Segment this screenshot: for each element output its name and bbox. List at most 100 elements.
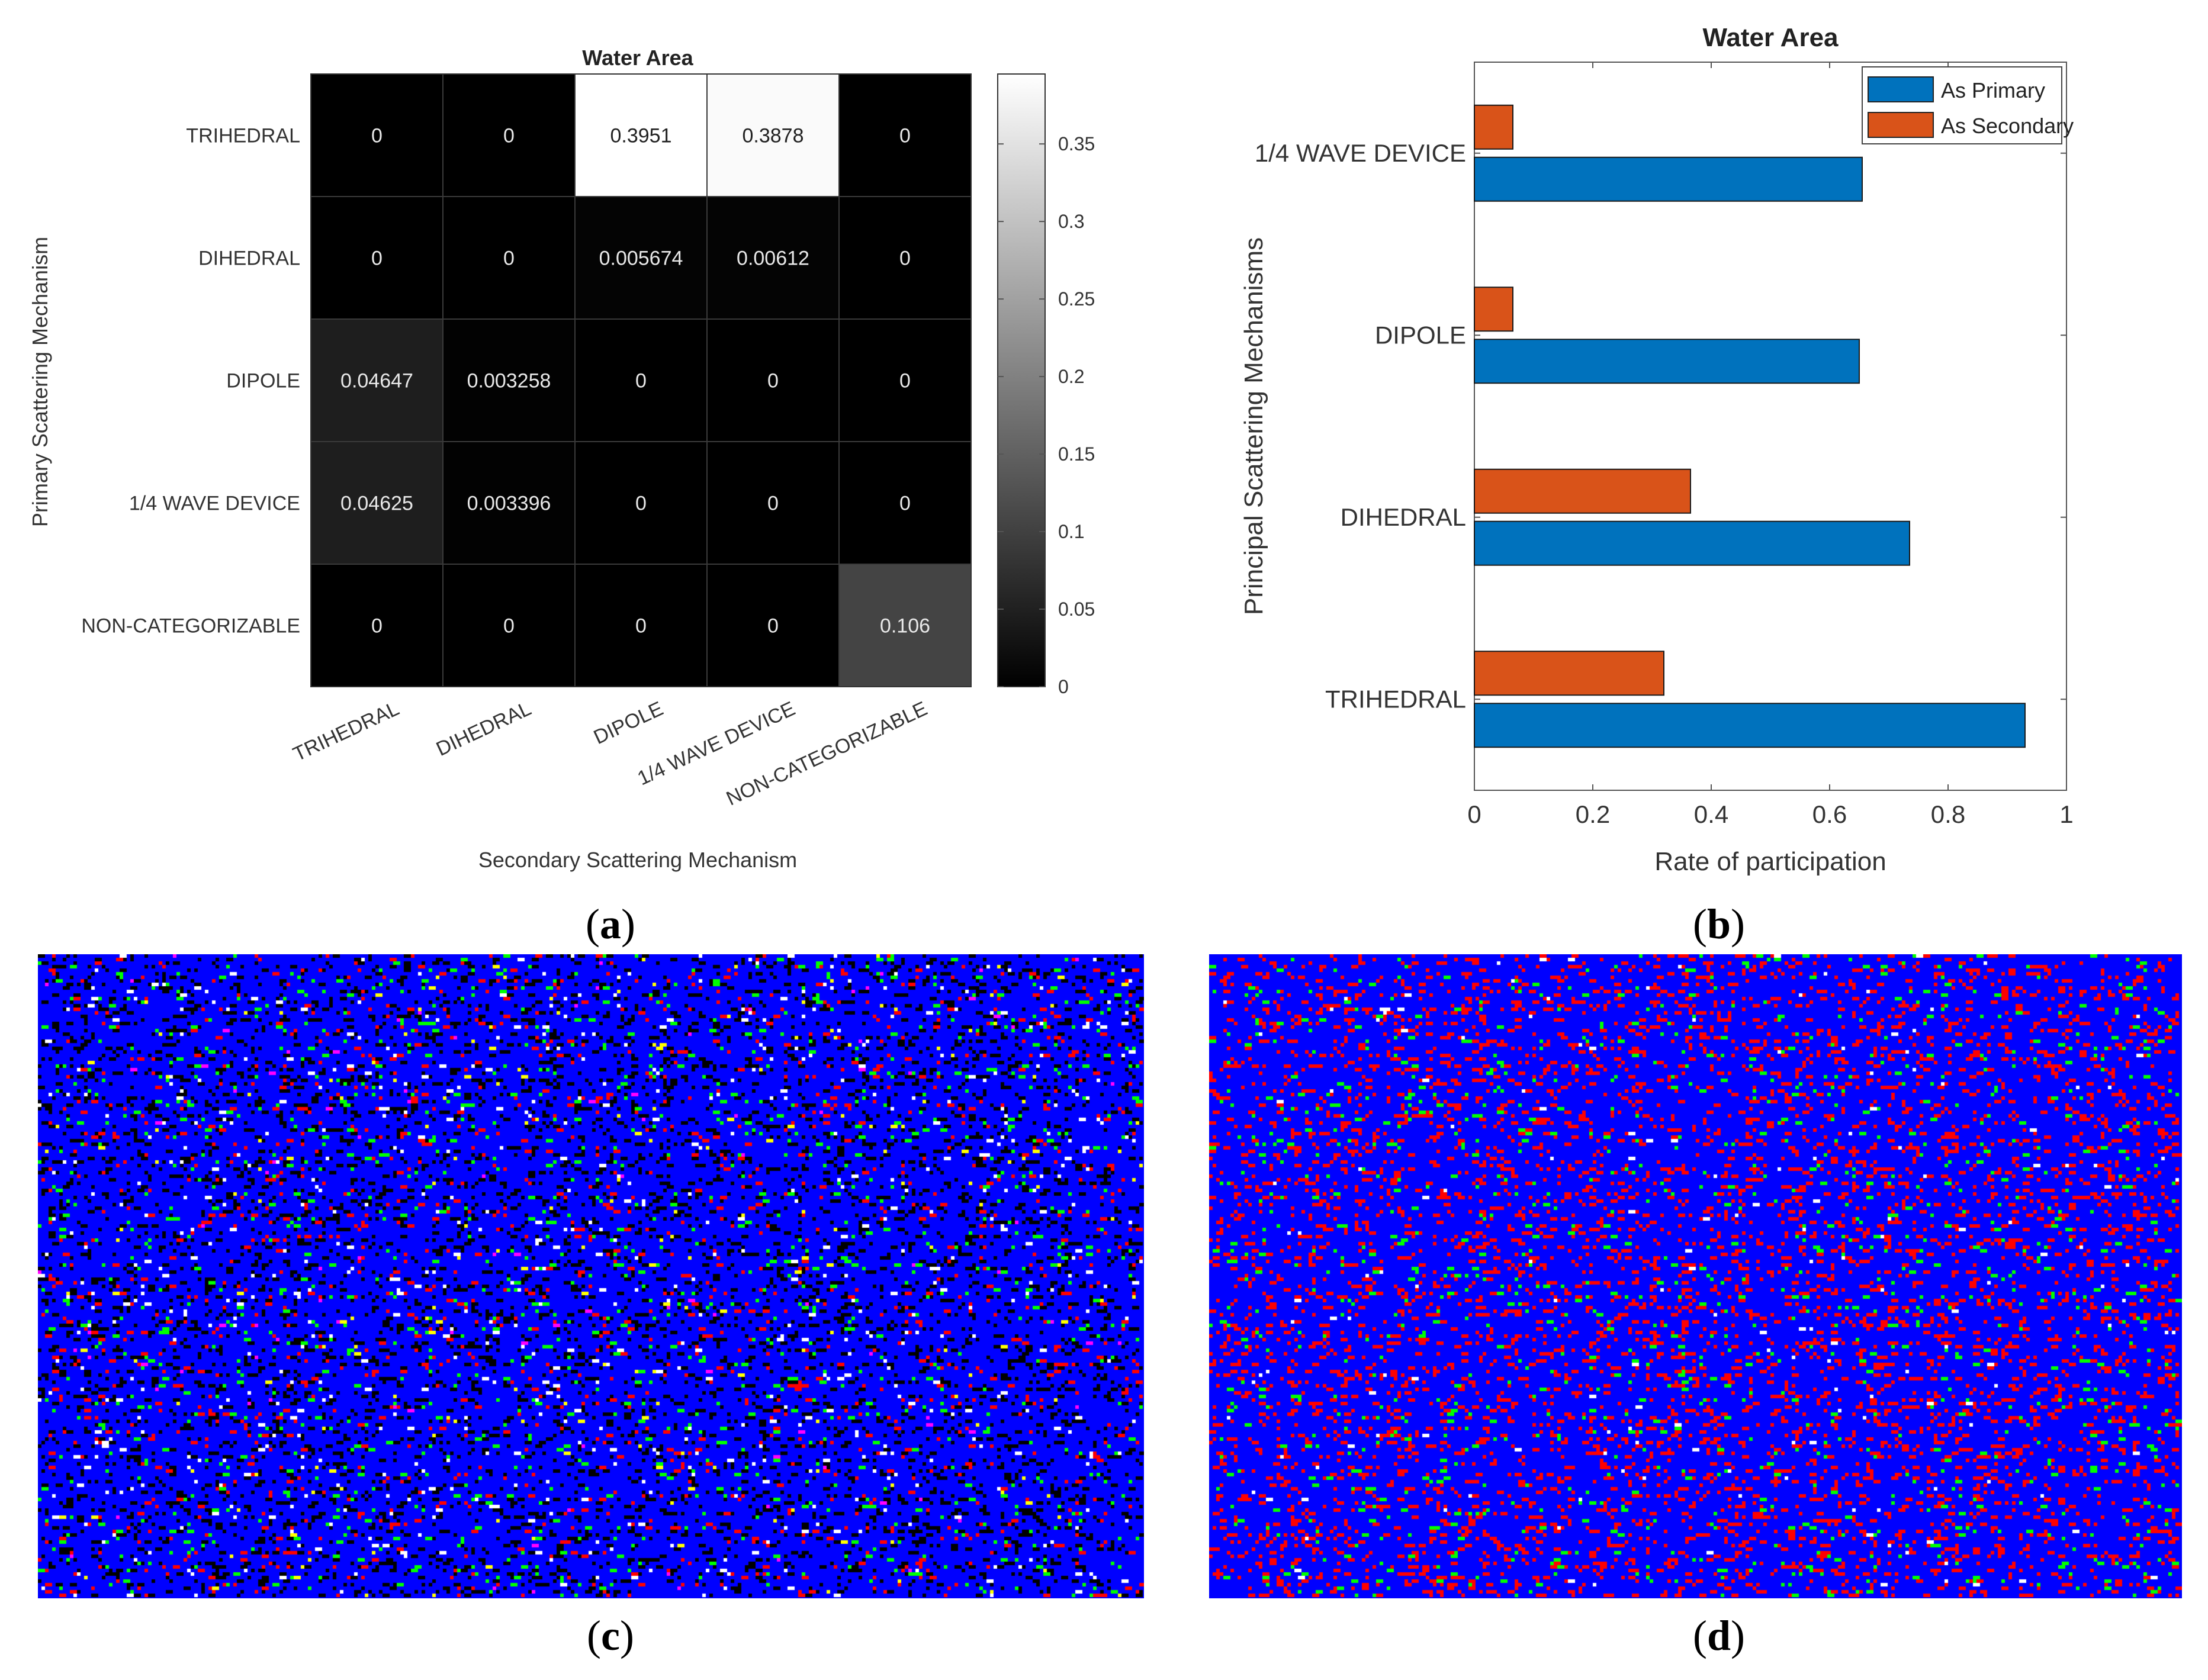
heatmap-cell	[310, 73, 443, 197]
heatmap-cell	[838, 73, 972, 197]
heatmap-cell-label: 0	[503, 247, 515, 270]
colorbar-tick-label: 0.3	[1058, 211, 1084, 232]
heatmap-cell	[838, 441, 972, 565]
heatmap-cell-label: 0.04625	[340, 493, 413, 515]
bar-secondary	[1474, 468, 1691, 514]
heatmap-cell-label: 0	[767, 615, 779, 638]
heatmap-cell	[838, 318, 972, 442]
bar-secondary	[1474, 287, 1513, 332]
panel-label-d: (d)	[1692, 1612, 1745, 1659]
heatmap-cell-label: 0.005674	[599, 247, 683, 270]
bar-x-tick-label: 0	[1467, 800, 1481, 828]
colorbar-tick-label: 0.15	[1058, 443, 1095, 465]
heatmap-y-tick-label: 1/4 WAVE DEVICE	[129, 493, 300, 515]
heatmap-cell	[706, 318, 840, 442]
heatmap-cell-label: 0	[899, 370, 911, 392]
bar-legend: As Primary As Secondary	[1862, 66, 2074, 144]
heatmap-cell-label: 0.003396	[467, 493, 551, 515]
heatmap-title: Water Area	[582, 46, 693, 70]
heatmap-cells: 0 0 0.3951 0.3878 0 0 0 0.005674 0.00612 0 0.04647…	[310, 73, 972, 687]
colorbar-tick-label: 0.25	[1058, 288, 1095, 310]
heatmap-cell	[574, 318, 708, 442]
heatmap-cell	[838, 196, 972, 320]
bar-x-tick-label: 0.4	[1694, 800, 1728, 828]
bar-secondary	[1474, 651, 1664, 696]
bar-title: Water Area	[1702, 23, 1839, 52]
colorbar-tick-label: 0.1	[1058, 521, 1084, 542]
bar-primary	[1474, 703, 2026, 748]
heatmap-cell-label: 0.3878	[743, 125, 804, 147]
panel-label-a: (a)	[586, 900, 635, 948]
heatmap-cell-label: 0	[899, 247, 911, 270]
panel-label-b: (b)	[1692, 900, 1745, 948]
bar-chart: Water Area TRIHEDRAL DIHEDRAL DIPOLE 1/4 WA…	[1239, 23, 2074, 876]
heatmap-cell-label: 0	[635, 615, 647, 638]
bar-primary	[1474, 520, 1910, 566]
heatmap-cell-label: 0	[503, 615, 515, 638]
bar-primary	[1474, 156, 1863, 202]
bar-marks	[1474, 104, 2026, 748]
heatmap-cell-label: 0	[503, 125, 515, 147]
heatmap-border	[310, 73, 972, 687]
bar-y-tick-labels: TRIHEDRAL DIHEDRAL DIPOLE 1/4 WAVE DEVICE	[1255, 139, 2066, 713]
bar-x-tick-label: 0.8	[1931, 800, 1965, 828]
legend-label-secondary: As Secondary	[1941, 114, 2074, 138]
heatmap-cell	[442, 73, 576, 197]
bar-y-tick-label: DIHEDRAL	[1341, 503, 1466, 531]
legend-swatch-primary	[1868, 76, 1934, 102]
heatmap-y-tick-label: DIHEDRAL	[198, 247, 300, 270]
heatmap-cell-label: 0	[899, 493, 911, 515]
legend-label-primary: As Primary	[1941, 78, 2045, 102]
legend-swatch-secondary	[1868, 112, 1934, 138]
heatmap-chart: Water Area 0 0 0.3951 0.3878 0 0 0 0.005674 0.00…	[28, 46, 1095, 872]
heatmap-x-tick-label: TRIHEDRAL	[290, 697, 403, 766]
heatmap-cell	[706, 73, 840, 197]
heatmap-y-axis-label: Primary Scattering Mechanism	[28, 237, 52, 527]
bar-y-tick-label: TRIHEDRAL	[1325, 685, 1466, 713]
heatmap-cell-label: 0	[371, 125, 383, 147]
bar-x-tick-label: 1	[2059, 800, 2073, 828]
bar-y-tick-label: DIPOLE	[1375, 321, 1466, 349]
heatmap-y-tick-label: DIPOLE	[226, 370, 300, 392]
heatmap-cell-label: 0	[767, 493, 779, 515]
heatmap-cell	[574, 441, 708, 565]
bar-x-tick-label: 0.2	[1576, 800, 1610, 828]
colorbar-tick-label: 0.35	[1058, 133, 1095, 155]
heatmap-cell	[442, 318, 576, 442]
bar-x-tick-label: 0.6	[1812, 800, 1847, 828]
heatmap-cell	[310, 196, 443, 320]
heatmap-y-tick-labels: TRIHEDRAL DIHEDRAL DIPOLE 1/4 WAVE DEVICE NO…	[81, 125, 300, 638]
bar-secondary	[1474, 104, 1513, 150]
heatmap-cell-label: 0	[635, 493, 647, 515]
colorbar-ticks: 0 0.05 0.1 0.15 0.2 0.25 0.3 0.35	[998, 133, 1095, 697]
bar-primary	[1474, 339, 1860, 384]
heatmap-cell-label: 0.003258	[467, 370, 551, 392]
heatmap-cell-label: 0	[635, 370, 647, 392]
colorbar-tick-label: 0	[1058, 676, 1069, 697]
heatmap-cell	[706, 441, 840, 565]
heatmap-x-axis-label: Secondary Scattering Mechanism	[478, 848, 797, 872]
heatmap-cell	[838, 564, 972, 687]
heatmap-cell-label: 0.04647	[340, 370, 413, 392]
heatmap-cell-label: 0.106	[880, 615, 930, 638]
heatmap-cell	[574, 564, 708, 687]
heatmap-cell-label: 0	[899, 125, 911, 147]
panel-label-c: (c)	[587, 1612, 634, 1659]
colorbar-tick-label: 0.05	[1058, 598, 1095, 620]
heatmap-y-tick-label: NON-CATEGORIZABLE	[81, 615, 300, 638]
heatmap-cell	[574, 196, 708, 320]
heatmap-y-tick-label: TRIHEDRAL	[186, 125, 300, 147]
heatmap-x-tick-label: DIHEDRAL	[433, 697, 535, 761]
heatmap-x-tick-label: DIPOLE	[590, 697, 667, 749]
classification-map-c	[38, 954, 1144, 1598]
heatmap-cell	[310, 564, 443, 687]
classification-map-d	[1209, 954, 2182, 1598]
heatmap-cell	[442, 441, 576, 565]
heatmap-cell-label: 0.00612	[737, 247, 809, 270]
heatmap-cell-label: 0	[371, 247, 383, 270]
bar-x-axis-label: Rate of participation	[1654, 847, 1886, 876]
bar-x-ticks: 0 0.2 0.4 0.6 0.8 1	[1467, 62, 2074, 828]
heatmap-cell-label: 0	[371, 615, 383, 638]
heatmap-cell-label: 0.3951	[610, 125, 672, 147]
